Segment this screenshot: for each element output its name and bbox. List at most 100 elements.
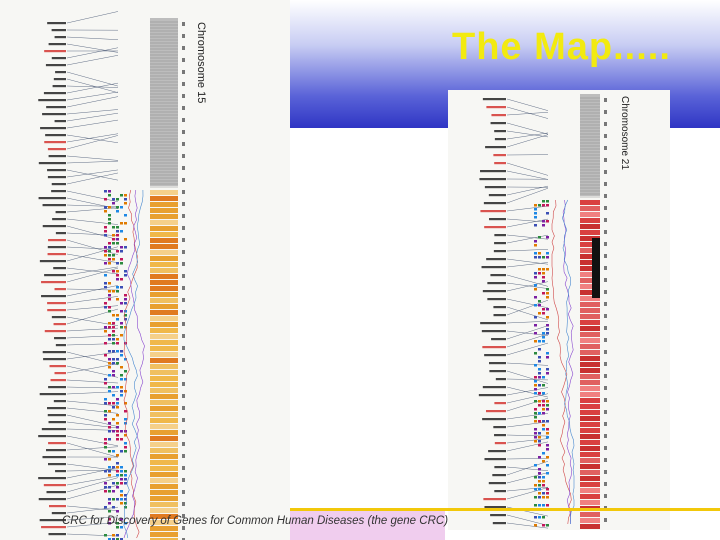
scan-color-band xyxy=(150,334,178,339)
scan-marker-cell xyxy=(108,430,111,433)
scan-marker-cell xyxy=(534,476,537,479)
scan-marker-cell xyxy=(104,354,107,357)
scan-gene-label-mark xyxy=(47,414,66,417)
scan-connector-line xyxy=(66,155,119,161)
scan-color-band xyxy=(150,328,178,333)
scan-marker-cell xyxy=(124,442,127,445)
scan-marker-cell xyxy=(116,462,119,465)
scan-marker-cell xyxy=(104,378,107,381)
scan-marker-cell xyxy=(538,268,541,271)
scan-marker-cell xyxy=(116,422,119,425)
scan-color-band xyxy=(580,500,600,505)
scan-marker-cell xyxy=(116,526,119,529)
scan-marker-cell xyxy=(120,262,123,265)
scan-marker-cell xyxy=(534,488,537,491)
scan-gene-label-mark xyxy=(40,127,66,130)
scan-gene-label-mark xyxy=(493,426,506,429)
scan-axis-tick xyxy=(604,434,607,438)
scan-dark-band xyxy=(592,238,600,298)
scan-connector-line xyxy=(66,109,119,115)
scan-marker-cell xyxy=(104,438,107,441)
scan-gene-label-mark xyxy=(53,400,66,403)
scan-color-band xyxy=(580,404,600,409)
scan-marker-cell xyxy=(534,416,537,419)
scan-marker-cell xyxy=(116,274,119,277)
scan-axis-tick xyxy=(182,526,185,530)
scan-gene-label-mark xyxy=(46,106,66,109)
scan-marker-cell xyxy=(116,522,119,525)
scan-color-band xyxy=(150,346,178,351)
scan-marker-cell xyxy=(120,250,123,253)
scan-marker-cell xyxy=(124,358,127,361)
scan-gene-label-mark xyxy=(484,186,506,189)
scan-connector-line xyxy=(506,487,549,500)
scan-marker-cell xyxy=(120,526,123,529)
scan-marker-cell xyxy=(546,504,549,507)
scan-color-band xyxy=(150,412,178,417)
scan-marker-cell xyxy=(112,258,115,261)
scan-gene-label-mark xyxy=(48,239,66,242)
scan-marker-cell xyxy=(546,356,549,359)
scan-connector-line xyxy=(66,253,119,263)
scan-gene-label-mark xyxy=(488,482,506,485)
scan-connector-line xyxy=(66,55,119,66)
scan-marker-cell xyxy=(534,464,537,467)
scan-marker-cell xyxy=(116,342,119,345)
scan-gene-label-mark xyxy=(43,484,66,487)
scan-connector-line xyxy=(66,96,119,108)
scan-connector-line xyxy=(506,188,549,204)
scan-color-band xyxy=(150,502,178,507)
scan-marker-cell xyxy=(124,474,127,477)
scan-marker-cell xyxy=(542,476,545,479)
scan-marker-cell xyxy=(534,212,537,215)
scan-marker-cell xyxy=(542,332,545,335)
scan-marker-cell xyxy=(124,310,127,313)
scan-marker-cell xyxy=(124,446,127,449)
scan-connector-line xyxy=(66,134,119,143)
scan-marker-cell xyxy=(124,410,127,413)
scan-color-band xyxy=(580,356,600,361)
scan-marker-cell xyxy=(108,498,111,501)
scan-color-band xyxy=(580,440,600,445)
scan-gene-label-mark xyxy=(53,267,66,270)
scan-marker-cell xyxy=(104,262,107,265)
scan-axis-tick xyxy=(604,290,607,294)
scan-marker-cell xyxy=(112,374,115,377)
scan-marker-cell xyxy=(534,296,537,299)
scan-gene-label-mark xyxy=(55,211,66,214)
scan-color-band xyxy=(150,226,178,231)
scan-marker-cell xyxy=(108,338,111,341)
scan-connector-line xyxy=(66,285,119,297)
scan-gene-label-mark xyxy=(479,178,506,181)
scan-marker-cell xyxy=(116,298,119,301)
scan-marker-cell xyxy=(534,256,537,259)
scan-marker-cell xyxy=(104,282,107,285)
scan-gene-label-mark xyxy=(490,274,506,277)
scan-gene-label-mark xyxy=(488,450,506,453)
scan-marker-cell xyxy=(112,358,115,361)
scan-gene-label-mark xyxy=(47,22,66,25)
scan-marker-cell xyxy=(534,288,537,291)
scan-marker-cell xyxy=(120,494,123,497)
scan-connector-line xyxy=(506,282,549,289)
scan-marker-cell xyxy=(108,322,111,325)
scan-marker-cell xyxy=(542,428,545,431)
scan-gene-label-mark xyxy=(44,141,66,144)
scan-marker-cell xyxy=(124,274,127,277)
scan-marker-cell xyxy=(112,466,115,469)
scan-marker-cell xyxy=(546,236,549,239)
scan-color-band xyxy=(150,340,178,345)
scan-color-band xyxy=(580,290,600,295)
scan-marker-cell xyxy=(104,206,107,209)
scan-marker-cell xyxy=(116,434,119,437)
scan-gene-label-mark xyxy=(54,372,66,375)
scan-marker-cell xyxy=(108,466,111,469)
scan-marker-cell xyxy=(112,290,115,293)
scan-gene-label-mark xyxy=(52,85,66,88)
scan-color-band xyxy=(150,220,178,225)
scan-color-band xyxy=(150,430,178,435)
scan-marker-cell xyxy=(116,438,119,441)
scan-marker-cell xyxy=(104,326,107,329)
scan-gene-label-mark xyxy=(47,246,66,249)
scan-marker-cell xyxy=(534,420,537,423)
